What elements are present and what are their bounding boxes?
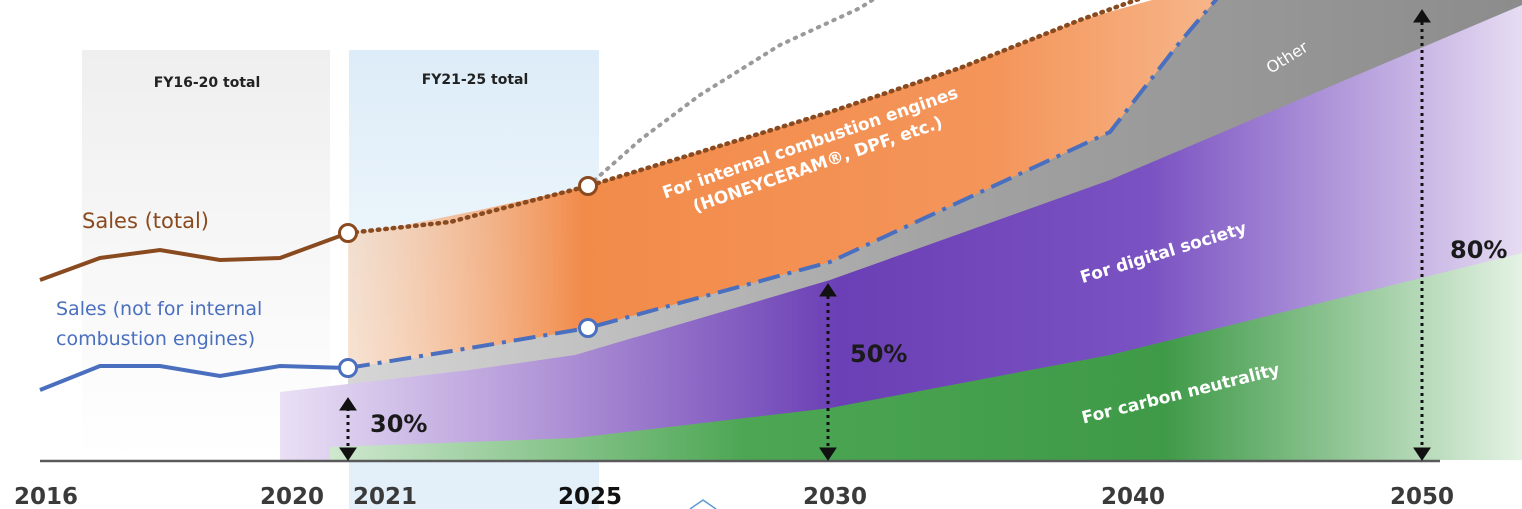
marker-not-ice-2025	[578, 318, 598, 338]
line-sales-not-ice-historical	[39, 363, 349, 392]
marker-total-2021	[338, 223, 358, 243]
period-box-fy21-25-lower	[349, 462, 599, 509]
x-tick-2030: 2030	[803, 484, 867, 509]
line-upper-dotted	[586, 0, 876, 188]
line-sales-total-forecast	[345, 0, 1143, 236]
x-tick-2050: 2050	[1390, 484, 1454, 509]
x-tick-2020: 2020	[260, 484, 324, 509]
label-sales-not-ice-line1: Sales (not for internal	[56, 298, 262, 320]
marker-total-2025	[578, 176, 598, 196]
x-tick-2016: 2016	[14, 484, 78, 509]
label-sales-not-ice-line2: combustion engines)	[56, 328, 255, 350]
share-label-2021: 30%	[370, 410, 427, 438]
share-arrow-2021	[339, 397, 357, 461]
x-tick-2021: 2021	[353, 484, 417, 509]
marker-not-ice-2021	[338, 358, 358, 378]
share-label-2050: 80%	[1450, 236, 1507, 264]
line-sales-not-ice-forecast	[347, 0, 1219, 370]
line-sales-total-historical	[39, 231, 349, 282]
chevron-up-icon	[689, 499, 717, 509]
share-arrow-2050	[1413, 9, 1431, 461]
period-label-fy21-25: FY21-25 total	[422, 72, 529, 88]
x-tick-2040: 2040	[1101, 484, 1165, 509]
area-carbon	[330, 253, 1522, 460]
share-arrow-2030	[819, 283, 837, 461]
x-tick-2025: 2025	[558, 484, 622, 509]
share-label-2030: 50%	[850, 340, 907, 368]
period-label-fy16-20: FY16-20 total	[154, 75, 261, 91]
label-sales-total: Sales (total)	[82, 209, 209, 233]
